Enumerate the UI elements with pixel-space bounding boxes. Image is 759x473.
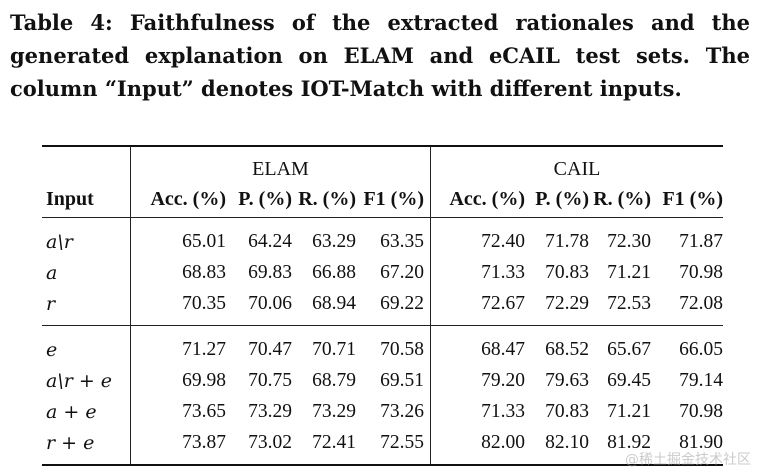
table-cell: 68.83 bbox=[130, 257, 226, 288]
row-input-label: r bbox=[46, 292, 56, 315]
table-cell: 73.65 bbox=[130, 396, 226, 427]
group-spacer bbox=[42, 145, 131, 181]
table-row: r 70.35 70.06 68.94 69.22 72.67 72.29 72.53 72.0… bbox=[42, 288, 723, 326]
table-cell: 70.06 bbox=[248, 292, 292, 314]
table-cell: 82.00 bbox=[430, 427, 525, 466]
table-cell: 69.51 bbox=[380, 369, 424, 391]
watermark: @稀土掘金技术社区 bbox=[625, 452, 751, 468]
table-cell: 65.01 bbox=[130, 217, 226, 257]
table-cell: 66.05 bbox=[651, 325, 723, 365]
table-cell: 72.29 bbox=[545, 292, 589, 314]
table-cell: 79.20 bbox=[430, 365, 525, 396]
table-cell: 73.26 bbox=[380, 400, 424, 422]
table-cell: 70.47 bbox=[226, 325, 292, 365]
table-caption: Table 4: Faithfulness of the extracted r… bbox=[10, 6, 750, 105]
table-cell: 71.33 bbox=[430, 396, 525, 427]
header-elam-f1: F1 (%) bbox=[363, 187, 424, 210]
header-elam-p: P. (%) bbox=[238, 187, 292, 210]
table-cell: 66.88 bbox=[312, 261, 356, 283]
caption-label: Table 4: bbox=[10, 10, 113, 35]
header-cail-f1: F1 (%) bbox=[662, 187, 723, 210]
table-cell: 72.55 bbox=[356, 427, 431, 466]
group-header-row: ELAM CAIL bbox=[42, 145, 723, 181]
table-cell: 65.67 bbox=[589, 325, 651, 365]
caption-text: Faithfulness of the extracted rationales… bbox=[10, 10, 751, 101]
table-cell: 69.45 bbox=[607, 369, 651, 391]
table-cell: 79.63 bbox=[545, 369, 589, 391]
table-cell: 73.29 bbox=[312, 400, 356, 422]
table-cell: 71.78 bbox=[525, 217, 589, 257]
table-body: a\r 65.01 64.24 63.29 63.35 72.40 71.78 72.30 71… bbox=[42, 217, 723, 466]
table-cell: 63.35 bbox=[356, 217, 431, 257]
header-cail-acc: Acc. (%) bbox=[430, 181, 525, 218]
table-cell: 71.27 bbox=[130, 325, 226, 365]
table-cell: 72.67 bbox=[430, 288, 525, 326]
header-input: Input bbox=[46, 187, 94, 210]
table-cell: 70.71 bbox=[292, 325, 356, 365]
row-input-label: a bbox=[46, 261, 58, 284]
table-cell: 70.58 bbox=[356, 325, 431, 365]
table-cell: 72.53 bbox=[607, 292, 651, 314]
table-cell: 73.29 bbox=[248, 400, 292, 422]
table-row: a\r 65.01 64.24 63.29 63.35 72.40 71.78 72.30 71… bbox=[42, 217, 723, 257]
table-cell: 72.41 bbox=[292, 427, 356, 466]
table-cell: 71.87 bbox=[651, 217, 723, 257]
row-input-label: a\r + e bbox=[46, 369, 113, 392]
header-cail-r: R. (%) bbox=[593, 187, 651, 210]
row-input-label: e bbox=[42, 325, 131, 365]
row-input-label: a\r bbox=[42, 217, 131, 257]
table-cell: 64.24 bbox=[226, 217, 292, 257]
column-header-row: Input Acc. (%) P. (%) R. (%) F1 (%) Acc.… bbox=[42, 181, 723, 218]
header-cail-p: P. (%) bbox=[535, 187, 589, 210]
table-cell: 72.40 bbox=[430, 217, 525, 257]
table-row: e 71.27 70.47 70.71 70.58 68.47 68.52 65.67 66.0… bbox=[42, 325, 723, 365]
table-row: r + e 73.87 73.02 72.41 72.55 82.00 82.10 81.92… bbox=[42, 427, 723, 466]
table-cell: 71.21 bbox=[607, 261, 651, 283]
table-cell: 69.98 bbox=[130, 365, 226, 396]
table-cell: 68.52 bbox=[525, 325, 589, 365]
table-cell: 71.21 bbox=[607, 400, 651, 422]
group-label-elam: ELAM bbox=[130, 145, 431, 181]
table-cell: 68.94 bbox=[312, 292, 356, 314]
table-cell: 70.75 bbox=[248, 369, 292, 391]
table-cell: 72.30 bbox=[589, 217, 651, 257]
table-cell: 67.20 bbox=[380, 261, 424, 283]
table-cell: 73.87 bbox=[130, 427, 226, 466]
table-cell: 70.83 bbox=[545, 261, 589, 283]
group-label-cail: CAIL bbox=[430, 145, 723, 181]
table-cell: 63.29 bbox=[292, 217, 356, 257]
table-cell: 68.79 bbox=[312, 369, 356, 391]
table-cell: 81.92 bbox=[589, 427, 651, 466]
table-cell: 72.08 bbox=[679, 292, 723, 314]
table-cell: 79.14 bbox=[679, 369, 723, 391]
table-cell: 71.33 bbox=[430, 257, 525, 288]
table-cell: 68.47 bbox=[430, 325, 525, 365]
table-cell: 70.98 bbox=[679, 400, 723, 422]
table-cell: 70.35 bbox=[130, 288, 226, 326]
table-cell: 69.83 bbox=[248, 261, 292, 283]
table-row: a + e 73.65 73.29 73.29 73.26 71.33 70.83 71.21… bbox=[42, 396, 723, 427]
table-cell: 69.22 bbox=[380, 292, 424, 314]
table-row: a 68.83 69.83 66.88 67.20 71.33 70.83 71.21 70.9… bbox=[42, 257, 723, 288]
table-cell: 82.10 bbox=[525, 427, 589, 466]
row-input-label: a + e bbox=[46, 400, 97, 423]
row-input-label: r + e bbox=[42, 427, 131, 466]
table-cell: 81.90 bbox=[651, 427, 723, 466]
table-cell: 73.02 bbox=[226, 427, 292, 466]
results-table: ELAM CAIL Input Acc. (%) P. (%) R. (%) F… bbox=[42, 145, 723, 466]
table-row: a\r + e 69.98 70.75 68.79 69.51 79.20 79.63 69.… bbox=[42, 365, 723, 396]
header-elam-r: R. (%) bbox=[298, 187, 356, 210]
header-elam-acc: Acc. (%) bbox=[130, 181, 226, 218]
table-cell: 70.98 bbox=[679, 261, 723, 283]
table-cell: 70.83 bbox=[545, 400, 589, 422]
